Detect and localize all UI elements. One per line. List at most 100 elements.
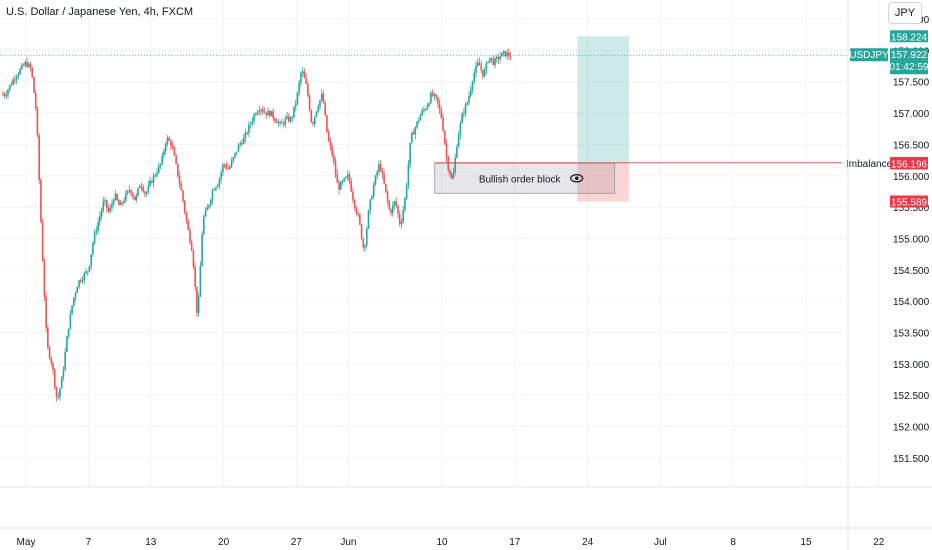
candle bbox=[171, 141, 174, 151]
candle bbox=[296, 91, 299, 106]
take-profit-zone[interactable] bbox=[577, 36, 630, 164]
candle bbox=[194, 262, 196, 292]
candle bbox=[385, 183, 387, 194]
candle bbox=[138, 184, 141, 189]
y-tick-label: 155.000 bbox=[893, 234, 930, 245]
candle bbox=[440, 106, 443, 119]
candle bbox=[52, 361, 54, 375]
candle bbox=[359, 212, 361, 226]
x-tick-label: 8 bbox=[730, 537, 736, 548]
candle bbox=[502, 49, 505, 57]
candles bbox=[1, 48, 512, 402]
svg-text:158.224: 158.224 bbox=[891, 32, 928, 43]
candle bbox=[244, 128, 247, 143]
candle bbox=[307, 81, 309, 98]
candle bbox=[15, 74, 18, 85]
price-level-label[interactable]: 155.589 bbox=[890, 195, 928, 209]
candle bbox=[357, 210, 359, 218]
candle bbox=[48, 345, 51, 360]
candle bbox=[29, 61, 32, 72]
candle bbox=[495, 54, 498, 63]
candle bbox=[374, 174, 377, 186]
candle bbox=[163, 148, 165, 159]
candle bbox=[433, 92, 436, 101]
candle bbox=[118, 198, 120, 206]
candle bbox=[317, 103, 320, 113]
candle bbox=[234, 152, 236, 160]
candle bbox=[397, 204, 399, 219]
x-tick-label: 10 bbox=[436, 537, 448, 548]
y-tick-label: 156.000 bbox=[893, 172, 930, 183]
candle bbox=[405, 182, 408, 201]
candle bbox=[282, 121, 285, 128]
price-level-label[interactable]: 156.196 bbox=[890, 157, 928, 170]
candle bbox=[277, 118, 280, 127]
candle bbox=[355, 206, 358, 216]
candle bbox=[123, 196, 125, 205]
candle bbox=[390, 208, 392, 217]
candle bbox=[265, 112, 268, 120]
candle bbox=[218, 177, 221, 190]
candle bbox=[203, 214, 205, 236]
candle bbox=[85, 268, 87, 275]
order-block-label: Bullish order block bbox=[479, 174, 562, 185]
candle bbox=[506, 48, 508, 60]
candle bbox=[336, 169, 339, 183]
y-tick-label: 156.500 bbox=[893, 140, 930, 151]
candle bbox=[215, 186, 217, 192]
candle bbox=[350, 177, 352, 193]
candle bbox=[261, 105, 264, 115]
candle bbox=[227, 163, 229, 170]
price-level-label[interactable]: 158.224 bbox=[890, 30, 928, 43]
candle bbox=[230, 157, 233, 169]
candle bbox=[26, 57, 28, 68]
candle bbox=[294, 100, 297, 112]
eye-icon[interactable] bbox=[570, 174, 584, 183]
candle bbox=[407, 159, 410, 190]
candle bbox=[419, 113, 422, 121]
candle bbox=[175, 153, 177, 165]
candle bbox=[38, 133, 40, 185]
candle bbox=[379, 160, 382, 173]
candle bbox=[137, 187, 139, 198]
candle bbox=[222, 162, 224, 176]
candle bbox=[376, 169, 378, 180]
candle bbox=[125, 190, 127, 203]
order-block-box[interactable] bbox=[434, 162, 616, 194]
stop-loss-zone[interactable] bbox=[577, 163, 630, 202]
candle bbox=[326, 114, 328, 134]
currency-button[interactable]: JPY bbox=[888, 2, 922, 24]
candle bbox=[74, 291, 77, 302]
candle bbox=[421, 107, 424, 117]
candle bbox=[76, 286, 79, 293]
symbol-tag[interactable]: USDJPY bbox=[849, 48, 889, 62]
candle bbox=[248, 121, 250, 138]
candle bbox=[142, 184, 144, 194]
x-tick-label: 17 bbox=[509, 537, 521, 548]
candle bbox=[121, 201, 124, 207]
candle bbox=[463, 108, 465, 119]
current-price-value: 157.922 bbox=[891, 50, 928, 61]
candle bbox=[41, 218, 44, 263]
x-tick-label: 7 bbox=[86, 537, 92, 548]
candle bbox=[343, 177, 346, 183]
y-tick-label: 152.500 bbox=[893, 391, 930, 402]
candle bbox=[211, 187, 214, 205]
price-axis[interactable]: 151.500 152.000 152.500 153.000 153.500 154.0… bbox=[847, 0, 930, 550]
y-tick-label: 157.500 bbox=[893, 78, 930, 89]
candle bbox=[329, 137, 332, 151]
time-axis[interactable]: May 7 13 20 27 Jun 10 17 24 Jul 8 15 22 bbox=[0, 486, 932, 548]
candle bbox=[249, 121, 252, 129]
candle bbox=[489, 57, 491, 64]
candle bbox=[308, 93, 311, 112]
candle bbox=[478, 57, 481, 66]
candle bbox=[161, 152, 164, 166]
candle bbox=[499, 51, 502, 62]
candle bbox=[27, 61, 30, 68]
candle bbox=[173, 145, 176, 156]
candle bbox=[135, 193, 138, 203]
candle bbox=[492, 55, 495, 66]
candle bbox=[341, 179, 344, 186]
